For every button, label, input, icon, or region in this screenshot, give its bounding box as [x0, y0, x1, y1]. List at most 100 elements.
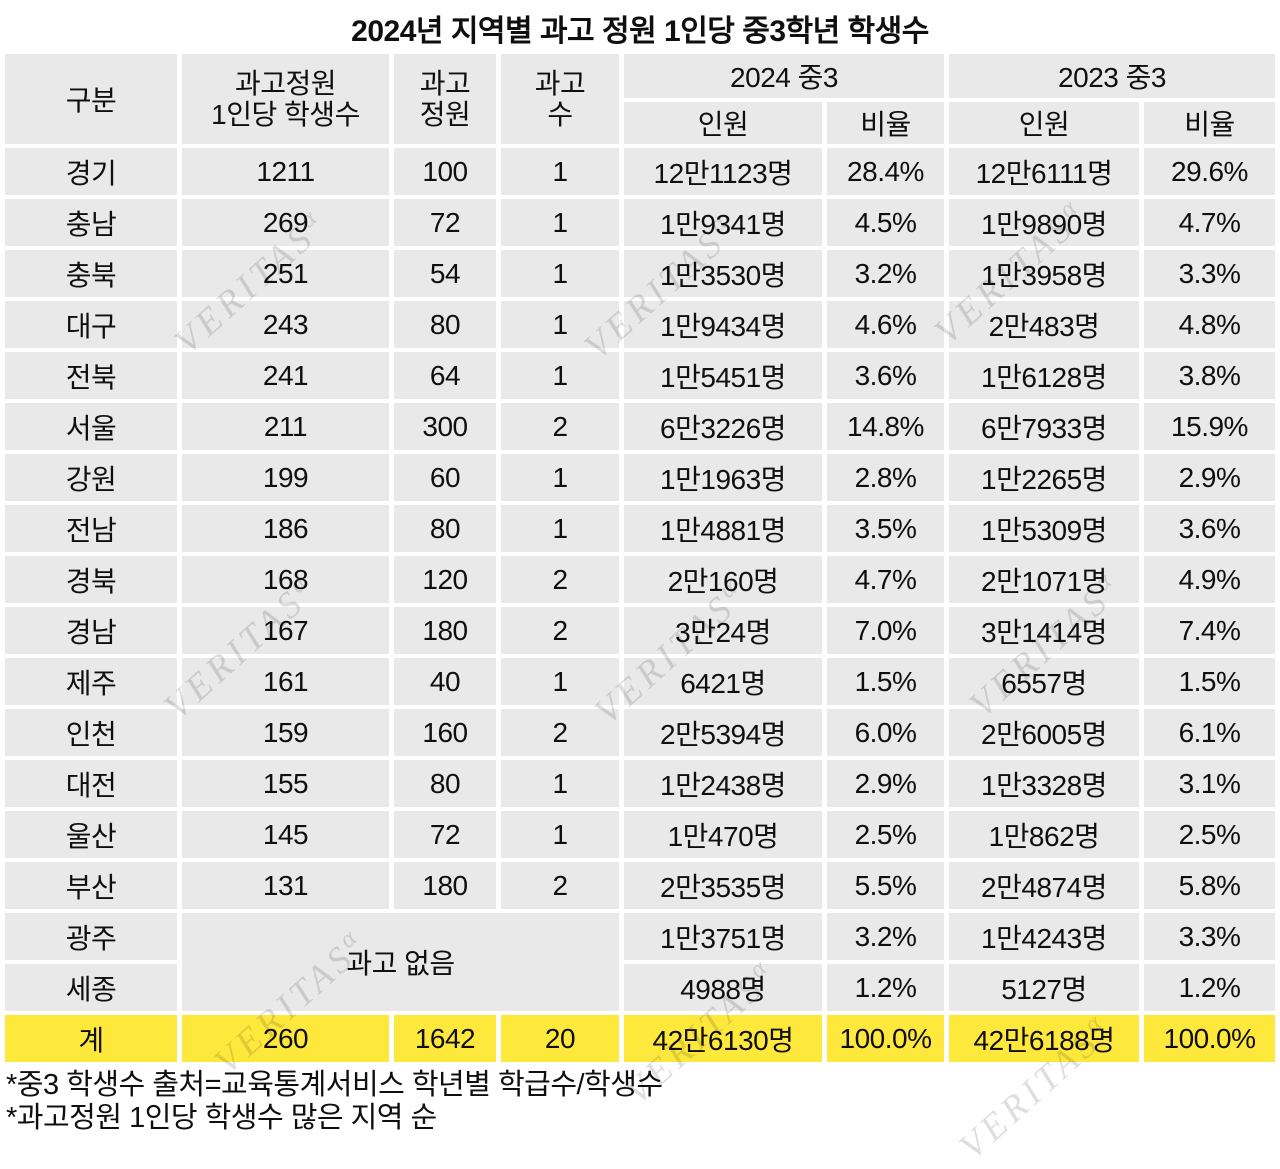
region-cell: 부산 — [5, 862, 177, 909]
count-2024-cell: 1만9434명 — [624, 301, 822, 348]
ratio-2024-cell: 4.6% — [827, 301, 944, 348]
count-2023-cell: 1만9890명 — [949, 199, 1139, 246]
capacity-cell: 100 — [394, 148, 496, 195]
footnote-source: *중3 학생수 출처=교육통계서비스 학년별 학급수/학생수 — [6, 1069, 663, 1101]
count-2023-cell: 2만6005명 — [949, 709, 1139, 756]
count-2024-cell: 1만4881명 — [624, 505, 822, 552]
count-2024-cell: 2만160명 — [624, 556, 822, 603]
ratio-2024-cell: 2.5% — [827, 811, 944, 858]
ratio-2023-cell: 3.1% — [1144, 760, 1275, 807]
capacity-cell: 72 — [394, 811, 496, 858]
header-row-groups: 구분 과고정원 1인당 학생수 과고 정원 과고 수 2024 중3 2023 … — [5, 54, 1275, 144]
count-2023-cell: 2만1071명 — [949, 556, 1139, 603]
ratio-2023-cell: 4.9% — [1144, 556, 1275, 603]
per-seat-cell: 269 — [182, 199, 389, 246]
ratio-2024-cell: 1.2% — [827, 964, 944, 1011]
per-seat-cell: 251 — [182, 250, 389, 297]
header-group-2024: 2024 중3 — [624, 54, 944, 98]
region-cell: 경기 — [5, 148, 177, 195]
count-2023-cell: 12만6111명 — [949, 148, 1139, 195]
capacity-cell: 72 — [394, 199, 496, 246]
count-2024-cell: 4988명 — [624, 964, 822, 1011]
header-count-2024: 인원 — [624, 102, 822, 144]
school-count-cell: 1 — [501, 250, 619, 297]
header-per-seat: 과고정원 1인당 학생수 — [182, 54, 389, 144]
ratio-2024-cell: 2.9% — [827, 760, 944, 807]
school-count-cell: 1 — [501, 352, 619, 399]
ratio-2024-cell: 28.4% — [827, 148, 944, 195]
school-count-cell: 1 — [501, 505, 619, 552]
capacity-cell: 180 — [394, 862, 496, 909]
capacity-cell: 80 — [394, 505, 496, 552]
table-row-incheon: 인천 159 160 2 2만5394명 6.0% 2만6005명 6.1% — [5, 709, 1275, 756]
ratio-2023-cell: 4.7% — [1144, 199, 1275, 246]
header-group-2023: 2023 중3 — [949, 54, 1275, 98]
school-count-cell: 2 — [501, 607, 619, 654]
per-seat-cell: 243 — [182, 301, 389, 348]
school-count-cell: 2 — [501, 709, 619, 756]
table-row-gyeonggi: 경기 1211 100 1 12만1123명 28.4% 12만6111명 29… — [5, 148, 1275, 195]
region-cell: 광주 — [5, 913, 177, 960]
per-seat-cell: 260 — [182, 1015, 389, 1062]
school-count-cell: 1 — [501, 811, 619, 858]
ratio-2024-cell: 2.8% — [827, 454, 944, 501]
per-seat-cell: 186 — [182, 505, 389, 552]
count-2024-cell: 1만9341명 — [624, 199, 822, 246]
per-seat-cell: 241 — [182, 352, 389, 399]
count-2023-cell: 1만6128명 — [949, 352, 1139, 399]
ratio-2024-cell: 5.5% — [827, 862, 944, 909]
ratio-2024-cell: 1.5% — [827, 658, 944, 705]
table-row-total: 계 260 1642 20 42만6130명 100.0% 42만6188명 1… — [5, 1015, 1275, 1062]
capacity-cell: 40 — [394, 658, 496, 705]
table-row-chungnam: 충남 269 72 1 1만9341명 4.5% 1만9890명 4.7% — [5, 199, 1275, 246]
table-row-seoul: 서울 211 300 2 6만3226명 14.8% 6만7933명 15.9% — [5, 403, 1275, 450]
per-seat-cell: 167 — [182, 607, 389, 654]
footnotes: *중3 학생수 출처=교육통계서비스 학년별 학급수/학생수 *과고정원 1인당… — [0, 1069, 1280, 1136]
count-2023-cell: 6557명 — [949, 658, 1139, 705]
header-ratio-2023: 비율 — [1144, 102, 1275, 144]
region-cell: 계 — [5, 1015, 177, 1062]
school-count-cell: 1 — [501, 454, 619, 501]
table-row-jeonbuk: 전북 241 64 1 1만5451명 3.6% 1만6128명 3.8% — [5, 352, 1275, 399]
count-2024-cell: 1만5451명 — [624, 352, 822, 399]
school-count-cell: 20 — [501, 1015, 619, 1062]
count-2024-cell: 6421명 — [624, 658, 822, 705]
region-cell: 충남 — [5, 199, 177, 246]
ratio-2023-cell: 1.2% — [1144, 964, 1275, 1011]
ratio-2024-cell: 3.2% — [827, 250, 944, 297]
capacity-cell: 300 — [394, 403, 496, 450]
ratio-2024-cell: 7.0% — [827, 607, 944, 654]
chart-title: 2024년 지역별 과고 정원 1인당 중3학년 학생수 — [351, 15, 929, 48]
ratio-2024-cell: 3.5% — [827, 505, 944, 552]
capacity-cell: 60 — [394, 454, 496, 501]
count-2024-cell: 2만3535명 — [624, 862, 822, 909]
per-seat-cell: 168 — [182, 556, 389, 603]
region-cell: 대구 — [5, 301, 177, 348]
count-2023-cell: 3만1414명 — [949, 607, 1139, 654]
count-2024-cell: 1만470명 — [624, 811, 822, 858]
ratio-2023-cell: 100.0% — [1144, 1015, 1275, 1062]
ratio-2024-cell: 100.0% — [827, 1015, 944, 1062]
region-cell: 제주 — [5, 658, 177, 705]
ratio-2024-cell: 6.0% — [827, 709, 944, 756]
per-seat-cell: 211 — [182, 403, 389, 450]
school-count-cell: 1 — [501, 301, 619, 348]
capacity-cell: 54 — [394, 250, 496, 297]
ratio-2023-cell: 7.4% — [1144, 607, 1275, 654]
ratio-2024-cell: 4.7% — [827, 556, 944, 603]
table-row-daegu: 대구 243 80 1 1만9434명 4.6% 2만483명 4.8% — [5, 301, 1275, 348]
capacity-cell: 64 — [394, 352, 496, 399]
ratio-2023-cell: 1.5% — [1144, 658, 1275, 705]
region-cell: 충북 — [5, 250, 177, 297]
count-2023-cell: 42만6188명 — [949, 1015, 1139, 1062]
ratio-2024-cell: 3.6% — [827, 352, 944, 399]
region-cell: 경남 — [5, 607, 177, 654]
header-ratio-2024: 비율 — [827, 102, 944, 144]
ratio-2023-cell: 3.3% — [1144, 250, 1275, 297]
ratio-2023-cell: 15.9% — [1144, 403, 1275, 450]
ratio-2023-cell: 3.3% — [1144, 913, 1275, 960]
school-count-cell: 1 — [501, 760, 619, 807]
table-row-jeonnam: 전남 186 80 1 1만4881명 3.5% 1만5309명 3.6% — [5, 505, 1275, 552]
count-2024-cell: 42만6130명 — [624, 1015, 822, 1062]
table-row-chungbuk: 충북 251 54 1 1만3530명 3.2% 1만3958명 3.3% — [5, 250, 1275, 297]
